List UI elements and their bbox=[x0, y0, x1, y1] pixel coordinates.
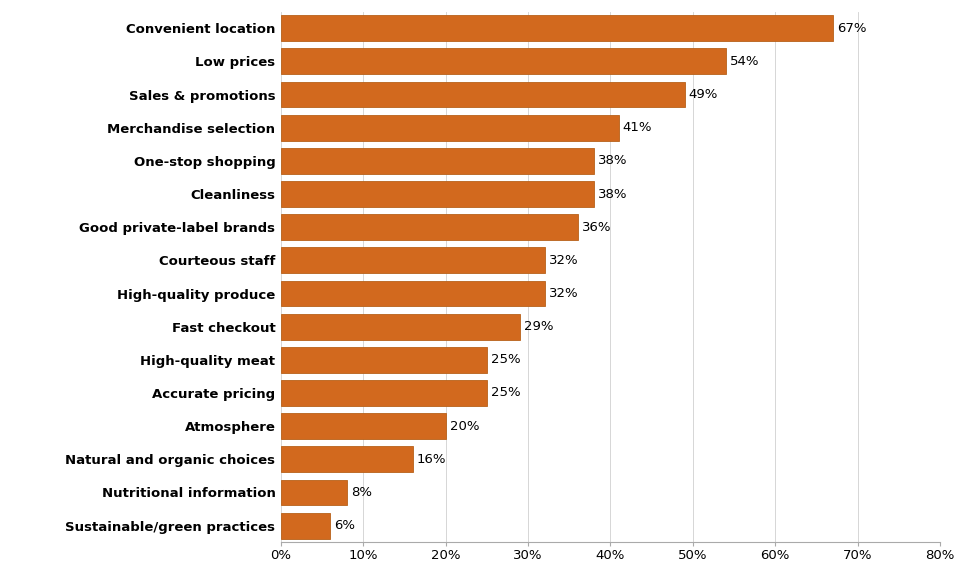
Text: 67%: 67% bbox=[837, 22, 866, 35]
Bar bbox=[281, 480, 347, 505]
Text: 20%: 20% bbox=[450, 420, 480, 433]
Bar bbox=[281, 380, 486, 406]
Bar bbox=[281, 148, 594, 174]
Text: 32%: 32% bbox=[548, 287, 578, 300]
Bar bbox=[281, 347, 486, 373]
Bar bbox=[281, 115, 618, 141]
Text: 41%: 41% bbox=[623, 121, 652, 134]
Text: 29%: 29% bbox=[524, 320, 553, 333]
Bar bbox=[281, 413, 446, 439]
Text: 49%: 49% bbox=[689, 88, 718, 101]
Text: 36%: 36% bbox=[581, 221, 611, 234]
Bar bbox=[281, 447, 413, 472]
Bar bbox=[281, 181, 594, 207]
Text: 38%: 38% bbox=[598, 154, 628, 167]
Text: 25%: 25% bbox=[491, 353, 520, 366]
Text: 25%: 25% bbox=[491, 387, 520, 399]
Text: 16%: 16% bbox=[417, 453, 447, 466]
Bar bbox=[281, 82, 684, 107]
Text: 32%: 32% bbox=[548, 254, 578, 267]
Text: 54%: 54% bbox=[730, 55, 760, 68]
Bar bbox=[281, 48, 726, 74]
Bar bbox=[281, 512, 330, 539]
Bar bbox=[281, 215, 578, 240]
Text: 8%: 8% bbox=[351, 486, 372, 499]
Bar bbox=[281, 247, 545, 273]
Bar bbox=[281, 280, 545, 307]
Bar bbox=[281, 314, 519, 339]
Text: 6%: 6% bbox=[334, 519, 356, 532]
Bar bbox=[281, 15, 832, 41]
Text: 38%: 38% bbox=[598, 188, 628, 201]
